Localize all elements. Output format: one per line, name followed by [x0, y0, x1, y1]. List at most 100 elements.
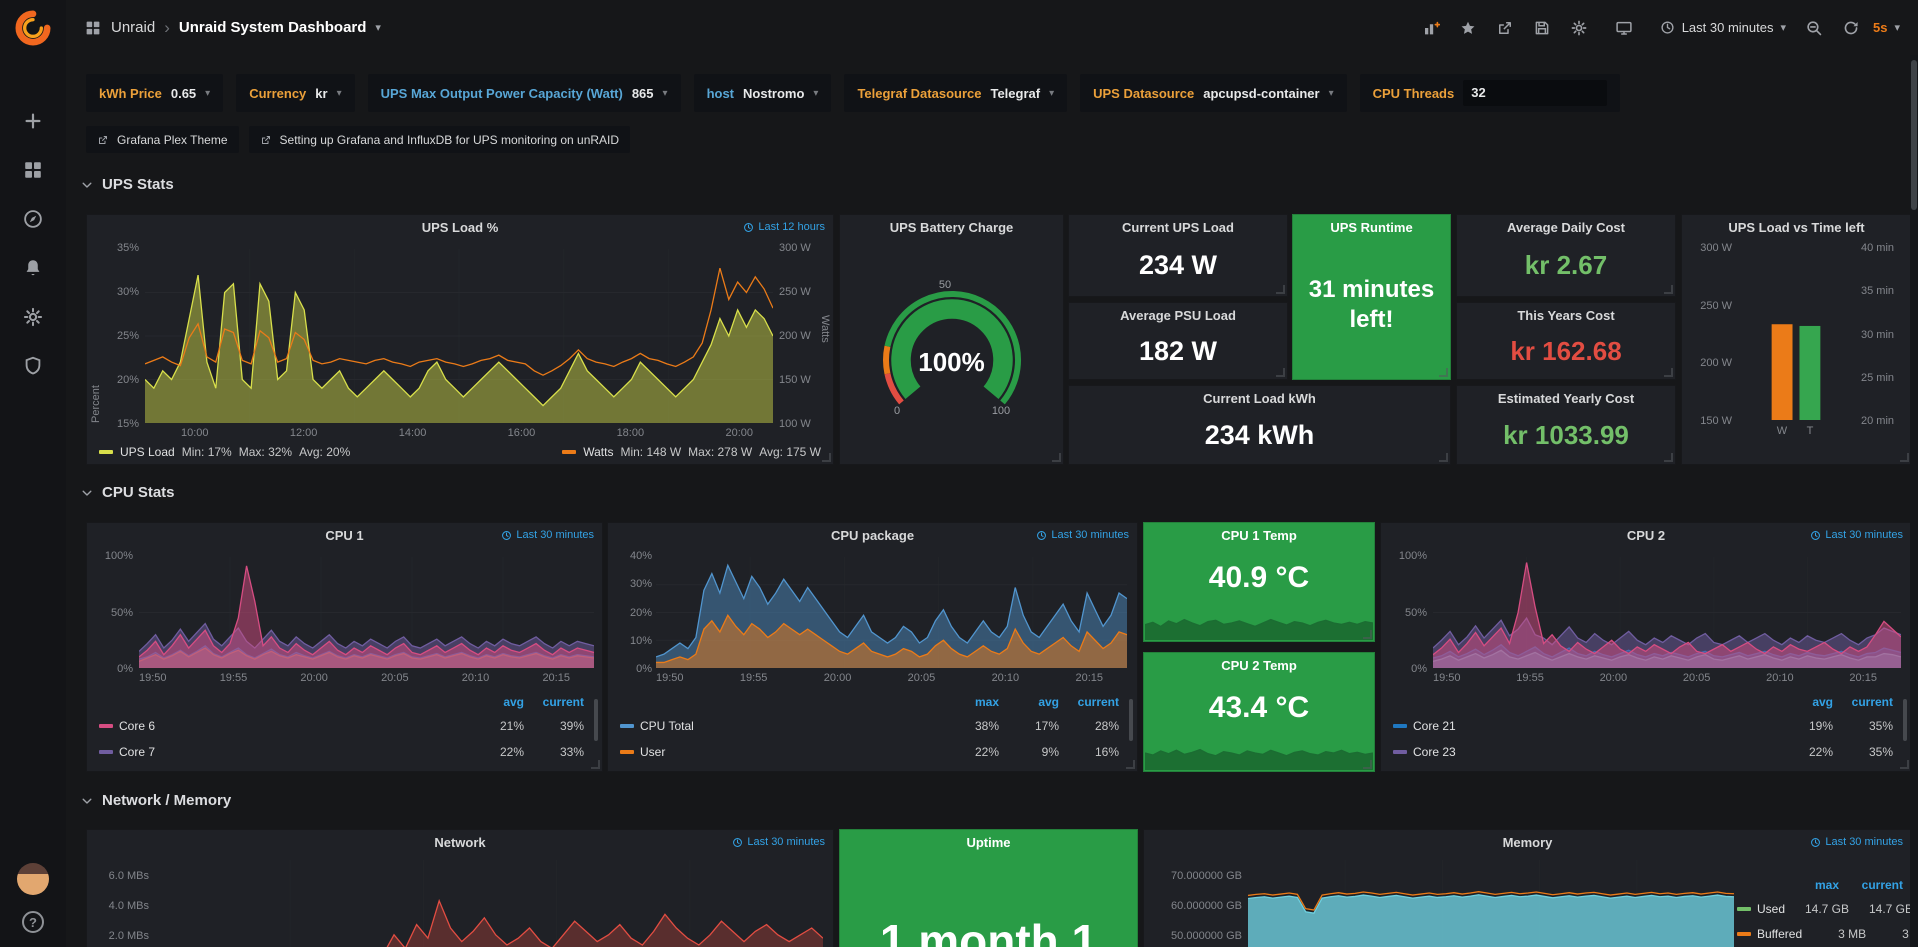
legend-sort-current[interactable]: current — [1861, 878, 1903, 892]
star-icon[interactable] — [1459, 19, 1477, 37]
panel-title[interactable]: UPS Load % — [421, 220, 499, 235]
stat-title[interactable]: Uptime — [966, 835, 1011, 850]
series-name[interactable]: Watts — [583, 445, 614, 459]
panel-time-range[interactable]: Last 30 minutes — [501, 529, 594, 541]
series-name[interactable]: Core 21 — [1413, 719, 1456, 733]
refresh-interval-picker[interactable]: 5s ▾ — [1873, 20, 1900, 35]
network-chart[interactable] — [157, 860, 823, 947]
variable-currency[interactable]: Currency kr ▾ — [236, 74, 355, 112]
series-name[interactable]: CPU Total — [640, 719, 694, 733]
panel-title[interactable]: Network — [434, 835, 486, 850]
dashboards-icon[interactable] — [22, 159, 44, 181]
panel-title[interactable]: CPU package — [830, 528, 915, 543]
stat-title[interactable]: UPS Runtime — [1330, 220, 1413, 235]
legend-sort-avg[interactable]: avg — [1812, 695, 1833, 709]
stat-title[interactable]: CPU 2 Temp — [1221, 658, 1297, 673]
breadcrumb-root[interactable]: Unraid — [111, 19, 156, 36]
legend-scrollbar[interactable] — [594, 699, 598, 741]
time-picker[interactable]: Last 30 minutes ▾ — [1660, 20, 1786, 35]
settings-gear-icon[interactable] — [1570, 19, 1588, 37]
add-panel-icon[interactable] — [1422, 19, 1440, 37]
panel-title[interactable]: CPU 2 — [1626, 528, 1666, 543]
breadcrumb-current[interactable]: Unraid System Dashboard — [178, 19, 367, 36]
panel-title[interactable]: UPS Battery Charge — [889, 220, 1014, 235]
stat-title[interactable]: Average Daily Cost — [1506, 220, 1625, 235]
configuration-gear-icon[interactable] — [22, 306, 44, 328]
series-swatch[interactable] — [99, 750, 113, 754]
series-name[interactable]: User — [640, 745, 666, 759]
save-icon[interactable] — [1533, 19, 1551, 37]
series-swatch[interactable] — [620, 750, 634, 754]
admin-shield-icon[interactable] — [22, 355, 44, 377]
stat-title[interactable]: Estimated Yearly Cost — [1497, 391, 1635, 406]
legend-sort-current[interactable]: current — [1851, 695, 1893, 709]
stat-title[interactable]: CPU 1 Temp — [1221, 528, 1297, 543]
link-grafana-plex-theme[interactable]: Grafana Plex Theme — [86, 126, 239, 153]
refresh-icon[interactable] — [1842, 19, 1860, 37]
series-swatch[interactable] — [562, 450, 577, 454]
panel-title[interactable]: UPS Load vs Time left — [1728, 220, 1865, 235]
series-swatch[interactable] — [1737, 932, 1751, 936]
stat-title[interactable]: Current Load kWh — [1203, 391, 1316, 406]
ups-bar-chart[interactable] — [1738, 249, 1854, 420]
help-icon[interactable]: ? — [22, 911, 44, 933]
series-name[interactable]: UPS Load — [120, 445, 175, 459]
alerting-bell-icon[interactable] — [22, 257, 44, 279]
ups-load-chart[interactable] — [145, 249, 773, 423]
legend-scrollbar[interactable] — [1129, 699, 1133, 741]
explore-compass-icon[interactable] — [22, 208, 44, 230]
panel-time-range[interactable]: Last 30 minutes — [732, 836, 825, 848]
link-ups-monitoring-guide[interactable]: Setting up Grafana and InfluxDB for UPS … — [248, 126, 631, 153]
stat-title[interactable]: Current UPS Load — [1122, 220, 1234, 235]
panel-time-range[interactable]: Last 30 minutes — [1810, 529, 1903, 541]
series-swatch[interactable] — [99, 724, 113, 728]
series-name[interactable]: Core 7 — [119, 745, 156, 759]
series-swatch[interactable] — [620, 724, 634, 728]
series-name[interactable]: Core 6 — [119, 719, 156, 733]
series-swatch[interactable] — [99, 450, 113, 454]
variable-ups-max-output[interactable]: UPS Max Output Power Capacity (Watt) 865… — [367, 74, 681, 112]
panel-title[interactable]: Memory — [1502, 835, 1553, 850]
series-swatch[interactable] — [1393, 724, 1407, 728]
legend-sort-current[interactable]: current — [542, 695, 584, 709]
legend-sort-avg[interactable]: avg — [503, 695, 524, 709]
legend-sort-max[interactable]: max — [974, 695, 999, 709]
legend-sort-current[interactable]: current — [1077, 695, 1119, 709]
stat-title[interactable]: Average PSU Load — [1120, 308, 1236, 323]
create-icon[interactable] — [22, 110, 44, 132]
panel-time-range[interactable]: Last 30 minutes — [1036, 529, 1129, 541]
panel-title[interactable]: CPU 1 — [325, 528, 364, 543]
zoom-out-icon[interactable] — [1805, 19, 1823, 37]
variable-host[interactable]: host Nostromo ▾ — [693, 74, 832, 112]
stat-title[interactable]: This Years Cost — [1517, 308, 1615, 323]
series-name[interactable]: Buffered — [1757, 927, 1803, 941]
grafana-logo[interactable] — [13, 8, 53, 48]
user-avatar[interactable] — [17, 863, 49, 895]
section-ups-stats[interactable]: UPS Stats — [80, 176, 174, 193]
share-icon[interactable] — [1496, 19, 1514, 37]
memory-chart[interactable] — [1248, 860, 1734, 947]
legend-sort-max[interactable]: max — [1814, 878, 1839, 892]
section-network-memory[interactable]: Network / Memory — [80, 792, 231, 809]
cycle-view-monitor-icon[interactable] — [1615, 19, 1633, 37]
section-cpu-stats[interactable]: CPU Stats — [80, 484, 175, 501]
cpu1-chart[interactable] — [139, 557, 594, 668]
series-swatch[interactable] — [1393, 750, 1407, 754]
legend-sort-avg[interactable]: avg — [1038, 695, 1059, 709]
legend-scrollbar[interactable] — [1903, 699, 1907, 741]
cpu2-chart[interactable] — [1433, 557, 1901, 668]
series-swatch[interactable] — [1737, 907, 1751, 911]
series-name[interactable]: Core 23 — [1413, 745, 1456, 759]
panel-time-range[interactable]: Last 12 hours — [743, 221, 825, 233]
panel-time-range[interactable]: Last 30 minutes — [1810, 836, 1903, 848]
dashboard-apps-icon[interactable] — [84, 19, 102, 37]
series-name[interactable]: Used — [1757, 902, 1786, 916]
variable-cpu-threads[interactable]: CPU Threads 32 — [1359, 74, 1621, 112]
cpu-threads-input[interactable]: 32 — [1463, 80, 1608, 106]
dashboard-caret-icon[interactable]: ▾ — [375, 22, 381, 34]
page-scrollbar-thumb[interactable] — [1911, 60, 1917, 210]
variable-telegraf-datasource[interactable]: Telegraf Datasource Telegraf ▾ — [844, 74, 1068, 112]
variable-kwh-price[interactable]: kWh Price 0.65 ▾ — [86, 74, 224, 112]
variable-ups-datasource[interactable]: UPS Datasource apcupsd-container ▾ — [1080, 74, 1347, 112]
cpu-package-chart[interactable] — [656, 557, 1127, 668]
